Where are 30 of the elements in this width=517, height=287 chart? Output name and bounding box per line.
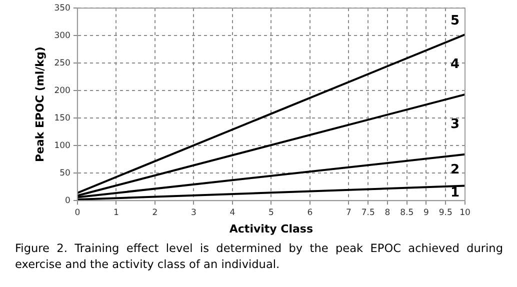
y-tick-label: 350 — [54, 3, 70, 14]
x-axis-title: Activity Class — [229, 222, 314, 236]
x-tick-label: 7.5 — [361, 208, 375, 218]
y-axis-title: Peak EPOC (ml/kg) — [33, 46, 46, 162]
x-tick-label: 8.5 — [400, 208, 414, 218]
annotation: 3 — [450, 116, 460, 132]
y-tick-label: 150 — [54, 113, 70, 124]
y-tick-label: 200 — [54, 86, 70, 96]
x-tick-label: 0 — [74, 208, 80, 218]
x-tick-label: 10 — [460, 208, 470, 218]
x-tick-label: 3 — [190, 208, 196, 218]
x-tick-label: 9.5 — [438, 208, 452, 218]
x-tick-label: 8 — [384, 208, 390, 218]
annotation: 2 — [450, 162, 460, 178]
x-tick-label: 5 — [268, 208, 274, 218]
y-tick-label: 50 — [60, 168, 70, 178]
x-tick-label: 2 — [152, 208, 158, 218]
y-tick-label: 100 — [54, 140, 70, 151]
annotation: 5 — [450, 14, 460, 29]
x-tick-label: 4 — [230, 208, 236, 218]
caption: Figure 2. Training effect level is determined by the peak EPOC achieved during exercise and the activity class of an individual. — [15, 241, 503, 273]
x-tick-label: 6 — [307, 208, 313, 218]
x-tick-label: 1 — [113, 208, 119, 218]
y-tick-label: 300 — [54, 30, 70, 41]
x-tick-label: 9 — [424, 208, 429, 218]
annotation: 4 — [450, 56, 460, 72]
y-tick-label: 0 — [65, 196, 70, 206]
x-tick-label: 7 — [346, 208, 352, 218]
annotation: 1 — [450, 186, 460, 201]
y-tick-label: 250 — [54, 58, 70, 68]
